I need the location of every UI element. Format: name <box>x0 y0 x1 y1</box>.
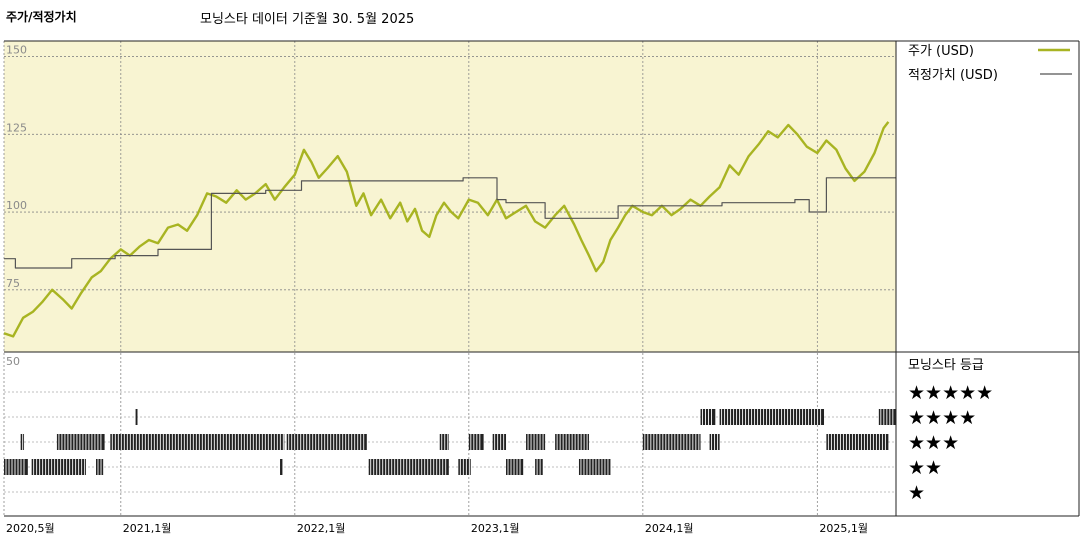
price-series-line <box>3 121 890 338</box>
chart-subtitle: 모닝스타 데이터 기준월 30. 5월 2025 <box>200 12 414 27</box>
rating-segment <box>535 459 543 475</box>
y-tick-label: 125 <box>6 121 27 134</box>
rating-segment <box>826 434 889 450</box>
rating-level-stars: ★★★★★ <box>908 382 993 404</box>
rating-segment <box>526 434 546 450</box>
rating-segment <box>506 459 524 475</box>
x-tick-label: 2020,5월 <box>6 522 55 535</box>
chart-title: 주가/적정가치 <box>6 9 77 24</box>
rating-y-tick-label: 50 <box>6 355 20 368</box>
legend-price-label: 주가 (USD) <box>908 44 974 59</box>
labels: 75 100 125 150 2020,5월 2021,1월 2022,1월 2023,1월 2… <box>6 44 1072 535</box>
rating-segment <box>878 409 896 425</box>
rating-segment <box>96 459 104 475</box>
price-plot-background <box>4 41 896 352</box>
rating-level-stars: ★ <box>908 482 925 504</box>
fair-value-series-line <box>4 177 896 269</box>
x-tick-label: 2024,1월 <box>645 522 694 535</box>
y-tick-label: 100 <box>6 199 27 212</box>
x-tick-label: 2025,1월 <box>819 522 868 535</box>
rating-segment <box>458 459 471 475</box>
rating-level-stars: ★★ <box>908 457 942 479</box>
y-tick-label: 75 <box>6 277 20 290</box>
x-tick-label: 2023,1월 <box>471 522 520 535</box>
series <box>3 121 896 338</box>
rating-segment <box>4 459 28 475</box>
legend-fair-value-label: 적정가치 (USD) <box>908 68 998 83</box>
rating-segment <box>56 434 105 450</box>
x-tick-label: 2022,1월 <box>297 522 346 535</box>
rating-segment <box>492 434 507 450</box>
rating-title: 모닝스타 등급 <box>908 358 984 373</box>
rating-segment <box>135 409 138 425</box>
rating-segment <box>439 434 449 450</box>
rating-level-stars: ★★★★ <box>908 407 976 429</box>
rating-segment <box>280 459 283 475</box>
y-tick-label: 150 <box>6 44 27 57</box>
rating-level-stars: ★★★ <box>908 432 959 454</box>
frame <box>4 40 1080 517</box>
rating-bars <box>4 409 896 475</box>
x-tick-label: 2021,1월 <box>123 522 172 535</box>
rating-segment <box>110 434 285 450</box>
